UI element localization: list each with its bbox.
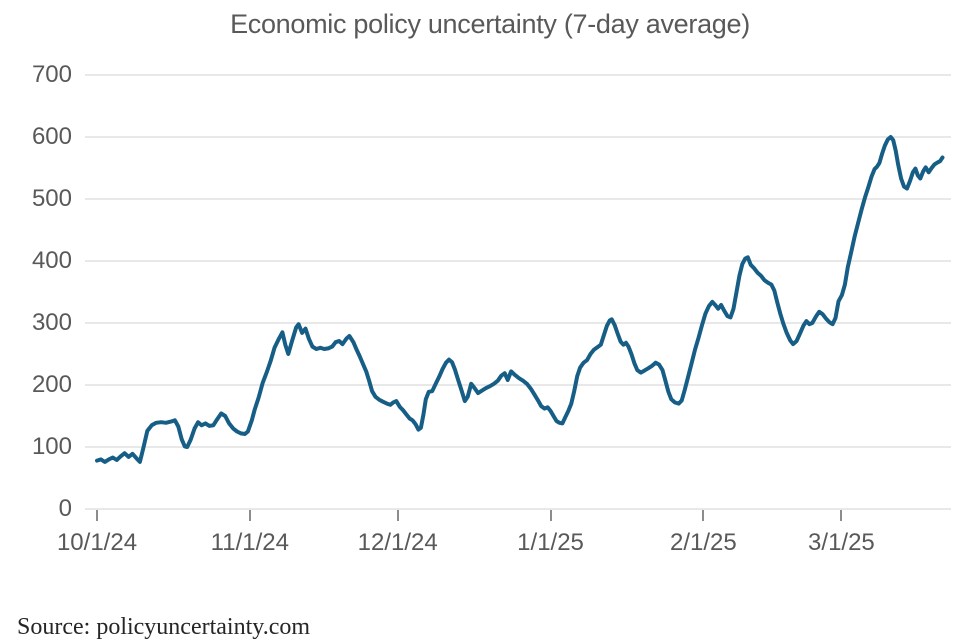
source-note: Source: policyuncertainty.com	[17, 614, 311, 640]
y-axis-tick-label: 600	[31, 123, 72, 150]
x-axis-tick-mark	[840, 510, 843, 521]
x-axis-tick-mark	[96, 510, 98, 521]
y-axis-tick-label: 700	[31, 61, 72, 88]
y-axis-tick-label: 500	[31, 185, 72, 212]
y-axis-tick-label: 200	[31, 371, 72, 398]
x-axis-tick-label: 10/1/24	[56, 529, 138, 556]
y-axis-tick-label: 400	[31, 247, 72, 274]
x-axis-tick-mark	[396, 510, 399, 521]
y-axis-tick-label: 300	[31, 309, 72, 336]
y-axis-tick-label: 0	[58, 495, 72, 522]
x-axis-tick-label: 12/1/24	[357, 529, 438, 556]
chart-title: Economic policy uncertainty (7-day avera…	[230, 9, 750, 39]
line-chart-svg	[85, 74, 951, 510]
x-axis-tick-mark	[702, 510, 705, 521]
x-axis-tick-mark	[549, 510, 552, 521]
x-axis-tick-mark	[248, 510, 251, 521]
epu-line-series	[95, 135, 945, 464]
x-axis-tick-label: 1/1/25	[517, 529, 584, 556]
x-axis-tick-label: 2/1/25	[670, 529, 737, 556]
y-axis-tick-label: 100	[31, 433, 72, 460]
x-axis-tick-label: 11/1/24	[210, 529, 289, 556]
x-axis-tick-label: 3/1/25	[808, 529, 875, 556]
